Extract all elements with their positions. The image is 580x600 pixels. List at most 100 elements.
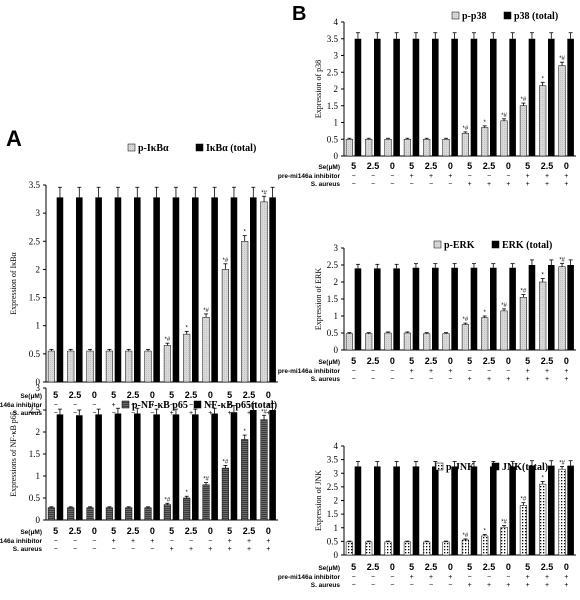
aureus-row-value: − bbox=[112, 410, 116, 417]
bar-phospho bbox=[86, 350, 94, 383]
aureus-row-value: − bbox=[390, 376, 394, 383]
inhibitor-row-value: − bbox=[390, 368, 394, 375]
legend-swatch-phospho bbox=[121, 400, 130, 409]
y-tick-label: 1.5 bbox=[327, 509, 339, 519]
aureus-row-value: − bbox=[429, 376, 433, 383]
inhibitor-row-label: pre-mi146a inhibitor bbox=[0, 402, 42, 409]
significance-mark: *# bbox=[559, 257, 565, 263]
y-tick-label: 3 bbox=[334, 243, 339, 253]
inhibitor-row-value: − bbox=[92, 538, 96, 545]
bar-total bbox=[95, 414, 102, 520]
chart-erk: 0 0.5 1 1.5 2 2.5 3 Expression of ERK *# * *# *# * *#… bbox=[278, 240, 576, 383]
legend-swatch-total bbox=[503, 11, 512, 20]
inhibitor-row-value: − bbox=[371, 574, 375, 581]
bar-total bbox=[393, 268, 400, 350]
aureus-row-value: + bbox=[468, 181, 472, 188]
bar-phospho bbox=[442, 541, 450, 556]
se-row-value: 0 bbox=[150, 390, 155, 400]
aureus-row-value: − bbox=[92, 410, 96, 417]
bar-total bbox=[211, 413, 218, 520]
significance-mark: *# bbox=[501, 520, 507, 526]
bar-phospho bbox=[183, 497, 191, 521]
inhibitor-row-value: − bbox=[352, 574, 356, 581]
y-tick-label: 2.5 bbox=[327, 67, 339, 77]
significance-mark: *# bbox=[203, 477, 209, 483]
bar-total bbox=[192, 197, 199, 382]
se-row-value: 2.5 bbox=[367, 562, 380, 572]
bar-phospho bbox=[481, 535, 489, 556]
aureus-row-label: S. aureus bbox=[13, 410, 43, 417]
bar-phospho bbox=[345, 139, 353, 157]
bar-total bbox=[172, 197, 180, 382]
se-row-value: 0 bbox=[448, 161, 453, 171]
bar-phospho bbox=[260, 201, 268, 383]
aureus-row-value: − bbox=[390, 582, 394, 589]
y-tick-label: 2.5 bbox=[327, 482, 339, 492]
bar-phospho bbox=[183, 333, 191, 383]
chart-jnk: 0 0.5 1 1.5 2 2.5 3 3.5 4 Expression of JNK *# * *# *… bbox=[278, 441, 576, 589]
y-tick-label: 1.5 bbox=[29, 449, 41, 459]
bar-phospho bbox=[365, 139, 373, 157]
bar-total bbox=[451, 267, 458, 350]
se-row-value: 0 bbox=[92, 390, 97, 400]
bar-phospho bbox=[481, 127, 489, 157]
se-row-value: 0 bbox=[266, 526, 271, 536]
se-row-value: 0 bbox=[448, 356, 453, 366]
bar-total bbox=[250, 410, 257, 520]
bar-phospho bbox=[202, 484, 210, 521]
se-row-value: 5 bbox=[169, 526, 174, 536]
y-tick-label: 2.5 bbox=[29, 405, 41, 415]
se-row-value: 0 bbox=[506, 356, 511, 366]
y-tick-label: 2 bbox=[334, 277, 339, 287]
bar-total bbox=[114, 197, 122, 382]
significance-mark: *# bbox=[463, 317, 469, 323]
bar-total bbox=[192, 414, 199, 520]
aureus-row-value: + bbox=[526, 582, 530, 589]
bar-total bbox=[374, 268, 381, 350]
aureus-row-value: + bbox=[468, 582, 472, 589]
se-row-label: Se(μM) bbox=[318, 359, 340, 366]
bar-phospho bbox=[423, 333, 431, 351]
significance-mark: *# bbox=[223, 459, 229, 465]
bar-total bbox=[432, 38, 439, 156]
legend-label: p-NF-κB p65 bbox=[132, 400, 188, 411]
bar-total bbox=[528, 465, 536, 555]
se-row-value: 5 bbox=[169, 390, 174, 400]
chart-ikba: 0 0.5 1 1.5 2 2.5 3 3.5 Expression of IκBα *# * *# *… bbox=[0, 143, 278, 417]
inhibitor-row-value: + bbox=[150, 538, 154, 545]
significance-mark: * bbox=[484, 310, 487, 316]
bar-phospho bbox=[384, 139, 392, 157]
inhibitor-row-value: − bbox=[54, 402, 58, 409]
aureus-row-value: + bbox=[487, 582, 491, 589]
aureus-row-value: − bbox=[92, 546, 96, 553]
y-tick-label: 4 bbox=[334, 441, 339, 451]
bar-phospho bbox=[442, 139, 450, 157]
bar-total bbox=[172, 414, 180, 520]
inhibitor-row-value: − bbox=[208, 402, 212, 409]
y-tick-label: 0.5 bbox=[327, 134, 339, 144]
aureus-row-label: S. aureus bbox=[311, 376, 341, 383]
bar-phospho bbox=[423, 541, 431, 556]
bar-phospho bbox=[241, 439, 249, 521]
legend-label: p-IκBα bbox=[138, 143, 169, 154]
aureus-row-value: + bbox=[506, 582, 510, 589]
bar-phospho bbox=[442, 333, 450, 351]
inhibitor-row-value: + bbox=[112, 402, 116, 409]
bar-total bbox=[134, 197, 141, 382]
bar-phospho bbox=[403, 332, 411, 351]
inhibitor-row-value: − bbox=[170, 538, 174, 545]
aureus-row-value: − bbox=[131, 546, 135, 553]
bar-phospho bbox=[461, 132, 469, 157]
bar-total bbox=[490, 466, 497, 555]
aureus-row-value: − bbox=[352, 376, 356, 383]
significance-mark: * bbox=[484, 120, 487, 126]
aureus-row-value: − bbox=[371, 376, 375, 383]
bar-total bbox=[509, 267, 516, 350]
inhibitor-row-value: − bbox=[506, 173, 510, 180]
significance-mark: *# bbox=[261, 409, 267, 415]
se-row-value: 2.5 bbox=[483, 161, 496, 171]
aureus-row-value: + bbox=[545, 582, 549, 589]
bar-total bbox=[56, 414, 64, 520]
se-row-value: 2.5 bbox=[425, 356, 438, 366]
legend-swatch-total bbox=[193, 400, 202, 409]
